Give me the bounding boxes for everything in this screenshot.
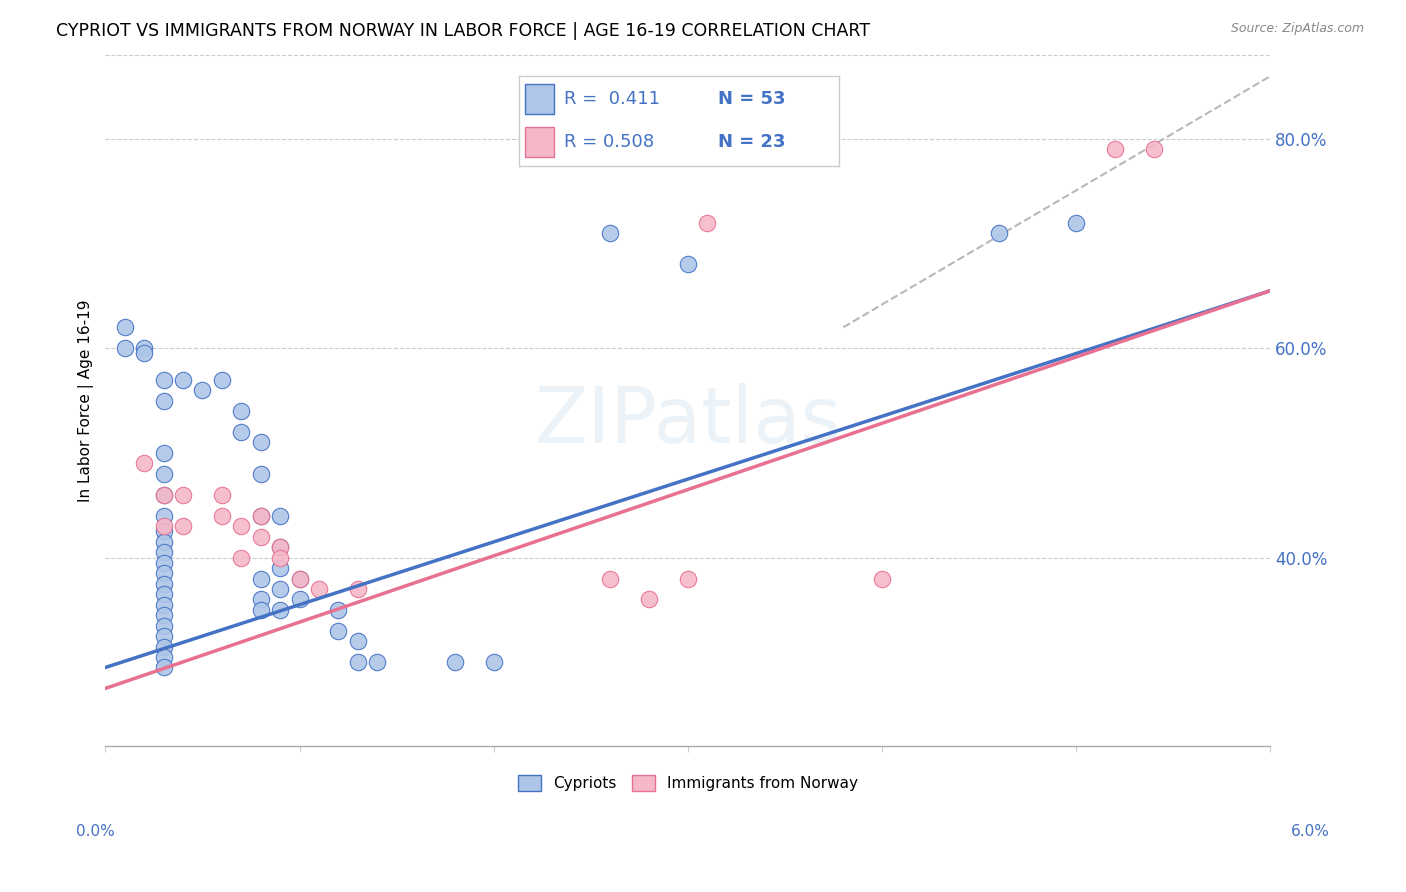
Point	[152, 467, 174, 481]
Point	[1066, 216, 1088, 230]
Point	[152, 598, 174, 612]
Point	[444, 655, 467, 669]
Y-axis label: In Labor Force | Age 16-19: In Labor Force | Age 16-19	[79, 300, 94, 502]
Point	[288, 572, 311, 586]
Point	[152, 576, 174, 591]
Point	[249, 530, 271, 544]
Point	[870, 572, 893, 586]
Point	[308, 582, 330, 596]
Point	[152, 488, 174, 502]
Point	[152, 650, 174, 665]
Point	[346, 582, 368, 596]
Point	[152, 488, 174, 502]
Point	[288, 592, 311, 607]
Point	[211, 373, 233, 387]
Point	[152, 446, 174, 460]
Point	[987, 226, 1010, 240]
Point	[328, 624, 350, 638]
Point	[152, 373, 174, 387]
Point	[231, 404, 253, 418]
Legend: Cypriots, Immigrants from Norway: Cypriots, Immigrants from Norway	[512, 769, 865, 797]
Point	[269, 603, 291, 617]
Point	[231, 550, 253, 565]
Point	[152, 566, 174, 581]
Point	[269, 540, 291, 554]
Point	[249, 435, 271, 450]
Point	[172, 488, 194, 502]
Point	[211, 488, 233, 502]
Point	[249, 467, 271, 481]
Point	[152, 524, 174, 539]
Point	[676, 258, 699, 272]
Point	[249, 592, 271, 607]
Point	[346, 634, 368, 648]
Point	[134, 456, 156, 470]
Text: Source: ZipAtlas.com: Source: ZipAtlas.com	[1230, 22, 1364, 36]
Point	[114, 341, 136, 355]
Point	[152, 660, 174, 674]
Point	[1143, 142, 1166, 156]
Point	[638, 592, 661, 607]
Text: ZIPatlas: ZIPatlas	[534, 384, 841, 459]
Text: CYPRIOT VS IMMIGRANTS FROM NORWAY IN LABOR FORCE | AGE 16-19 CORRELATION CHART: CYPRIOT VS IMMIGRANTS FROM NORWAY IN LAB…	[56, 22, 870, 40]
Point	[211, 508, 233, 523]
Text: 0.0%: 0.0%	[76, 824, 115, 838]
Point	[269, 508, 291, 523]
Point	[269, 540, 291, 554]
Point	[114, 320, 136, 334]
Text: 6.0%: 6.0%	[1291, 824, 1330, 838]
Point	[134, 346, 156, 360]
Point	[152, 587, 174, 601]
Point	[249, 508, 271, 523]
Point	[172, 373, 194, 387]
Point	[152, 556, 174, 570]
Point	[269, 561, 291, 575]
Point	[172, 519, 194, 533]
Point	[249, 603, 271, 617]
Point	[696, 216, 718, 230]
Point	[249, 508, 271, 523]
Point	[152, 608, 174, 623]
Point	[676, 572, 699, 586]
Point	[482, 655, 505, 669]
Point	[366, 655, 388, 669]
Point	[231, 425, 253, 439]
Point	[152, 534, 174, 549]
Point	[599, 226, 621, 240]
Point	[191, 383, 214, 397]
Point	[134, 341, 156, 355]
Point	[346, 655, 368, 669]
Point	[152, 640, 174, 654]
Point	[152, 545, 174, 559]
Point	[328, 603, 350, 617]
Point	[152, 508, 174, 523]
Point	[152, 393, 174, 408]
Point	[152, 629, 174, 643]
Point	[269, 582, 291, 596]
Point	[249, 572, 271, 586]
Point	[288, 572, 311, 586]
Point	[152, 519, 174, 533]
Point	[269, 550, 291, 565]
Point	[599, 572, 621, 586]
Point	[152, 618, 174, 632]
Point	[231, 519, 253, 533]
Point	[1104, 142, 1126, 156]
